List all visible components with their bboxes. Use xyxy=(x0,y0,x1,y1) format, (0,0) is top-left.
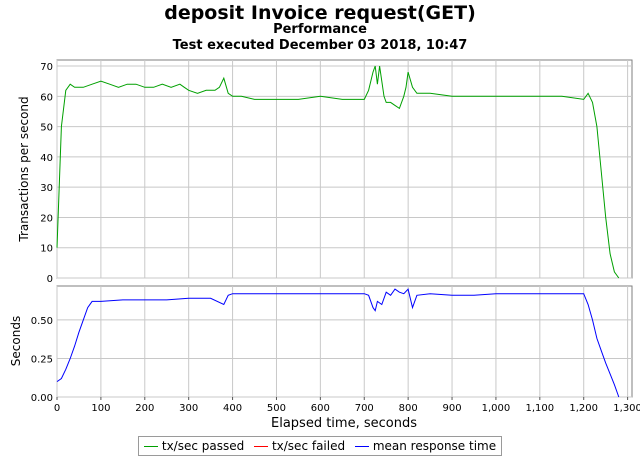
legend-swatch-failed xyxy=(253,445,268,447)
legend-label-passed: tx/sec passed xyxy=(161,439,245,453)
response-y-ticks: 0.00 0.25 0.50 xyxy=(31,316,53,404)
legend-swatch-mean xyxy=(354,445,369,447)
legend: tx/sec passed tx/sec failed mean respons… xyxy=(138,436,502,456)
chart-subtitle: Performance xyxy=(273,22,367,37)
x-tick-label: 0 xyxy=(54,403,60,414)
x-tick-label: 200 xyxy=(135,403,154,414)
tps-y-tick-label: 30 xyxy=(40,183,53,194)
response-panel: 0.00 0.25 0.50 0 100 200 300 400 500 600 700 800 90… xyxy=(9,285,640,431)
tps-panel: 0 10 20 30 40 50 60 70 Transactions per second xyxy=(17,59,633,285)
response-y-tick-label: 0.50 xyxy=(31,316,53,327)
legend-swatch-passed xyxy=(143,445,158,447)
tps-y-axis-label: Transactions per second xyxy=(17,96,31,242)
legend-item-failed: tx/sec failed xyxy=(253,439,346,453)
test-executed-label: Test executed December 03 2018, 10:47 xyxy=(172,38,468,53)
x-axis-label: Elapsed time, seconds xyxy=(271,416,417,431)
tps-y-tick-label: 40 xyxy=(40,153,53,164)
response-series xyxy=(56,288,620,398)
response-y-tick-label: 0.25 xyxy=(31,354,53,365)
response-mean-line xyxy=(56,288,620,398)
x-tick-label: 1,200 xyxy=(569,403,598,414)
x-tick-label: 900 xyxy=(442,403,461,414)
tps-y-tick-label: 10 xyxy=(40,244,53,255)
x-tick-label: 1,100 xyxy=(526,403,555,414)
x-tick-label: 800 xyxy=(399,403,418,414)
response-y-tick-label: 0.00 xyxy=(31,393,53,404)
tps-plot-frame xyxy=(56,59,633,279)
tps-series xyxy=(56,65,620,279)
x-tick-label: 300 xyxy=(179,403,198,414)
tps-y-tick-label: 70 xyxy=(40,62,53,73)
x-tick-label: 600 xyxy=(311,403,330,414)
legend-label-failed: tx/sec failed xyxy=(271,439,346,453)
tps-y-tick-label: 60 xyxy=(40,92,53,103)
legend-item-mean: mean response time xyxy=(354,439,497,453)
tps-y-ticks: 0 10 20 30 40 50 60 70 xyxy=(40,62,53,285)
chart-title: deposit Invoice request(GET) xyxy=(164,2,476,24)
response-plot-frame xyxy=(56,285,633,398)
response-x-ticks: 0 100 200 300 400 500 600 700 800 900 1,000 1,100 1,… xyxy=(54,397,640,414)
tps-y-tick-label: 20 xyxy=(40,213,53,224)
x-tick-label: 700 xyxy=(355,403,374,414)
response-y-axis-label: Seconds xyxy=(9,316,23,366)
legend-item-passed: tx/sec passed xyxy=(143,439,245,453)
response-grid xyxy=(56,286,632,398)
x-tick-label: 1,300 xyxy=(613,403,640,414)
x-tick-label: 100 xyxy=(91,403,110,414)
x-tick-label: 1,000 xyxy=(482,403,511,414)
legend-label-mean: mean response time xyxy=(372,439,497,453)
tps-passed-line xyxy=(56,65,620,279)
x-tick-label: 500 xyxy=(267,403,286,414)
x-tick-label: 400 xyxy=(223,403,242,414)
tps-y-tick-label: 50 xyxy=(40,123,53,134)
tps-y-tick-label: 0 xyxy=(47,274,53,285)
